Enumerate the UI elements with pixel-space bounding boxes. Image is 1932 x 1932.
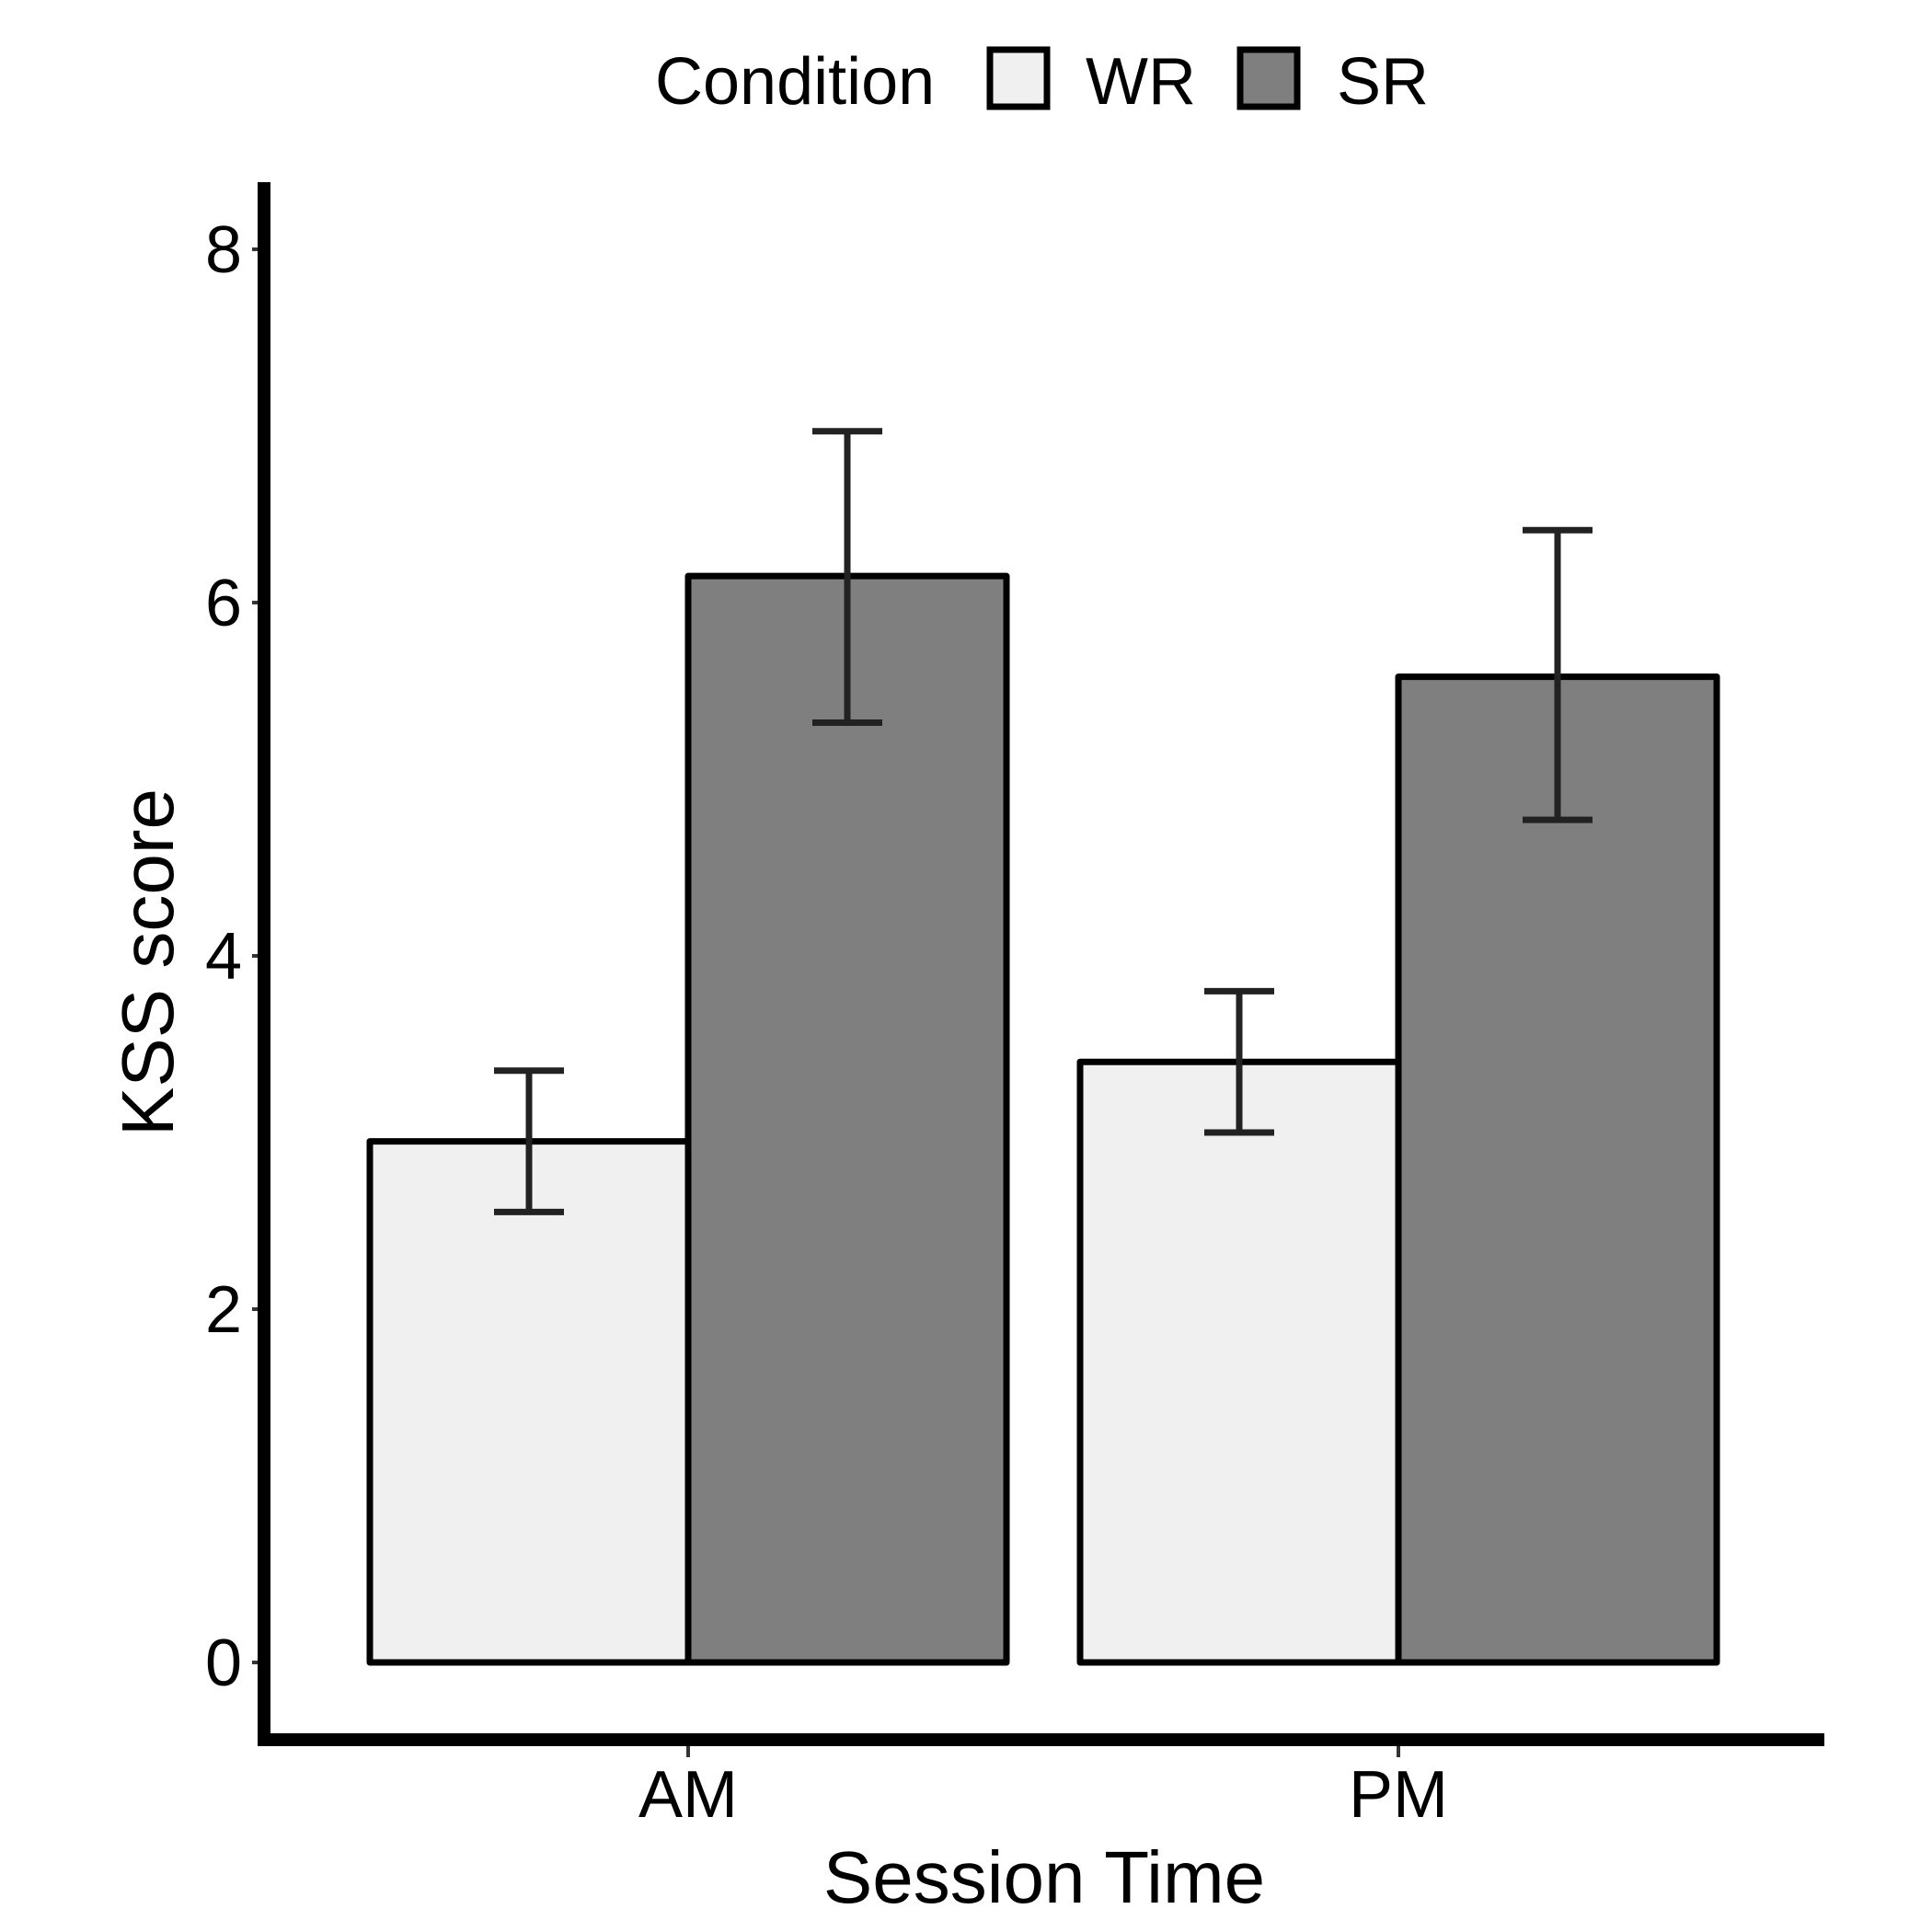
x-axis-ticks: AM PM bbox=[638, 1746, 1448, 1832]
legend-label-sr: SR bbox=[1337, 45, 1429, 119]
x-tick-label: PM bbox=[1349, 1758, 1448, 1832]
y-tick-label: 2 bbox=[205, 1273, 242, 1347]
y-tick-label: 0 bbox=[205, 1627, 242, 1700]
y-tick-label: 8 bbox=[205, 213, 242, 287]
y-axis-title: KSS score bbox=[107, 788, 189, 1136]
error-bar-wr-am bbox=[494, 1067, 564, 1215]
y-axis-ticks: 0 2 4 6 8 bbox=[205, 213, 264, 1700]
bar-wr-pm bbox=[1076, 1058, 1402, 1666]
bar-sr-am bbox=[684, 572, 1010, 1666]
x-tick-label: AM bbox=[638, 1758, 738, 1832]
legend-label-wr: WR bbox=[1086, 45, 1196, 119]
y-tick-label: 4 bbox=[205, 920, 242, 994]
error-bar-wr-pm bbox=[1204, 987, 1274, 1136]
error-bar-sr-pm bbox=[1523, 526, 1593, 823]
bars bbox=[366, 572, 1720, 1666]
legend-title: Condition bbox=[655, 45, 935, 119]
error-bar-sr-am bbox=[812, 428, 882, 727]
bar-wr-am bbox=[366, 1138, 692, 1666]
error-bars bbox=[494, 428, 1593, 1215]
legend-swatch-sr bbox=[1236, 46, 1301, 110]
x-axis-title: Session Time bbox=[823, 1836, 1265, 1918]
legend-swatch-wr bbox=[986, 46, 1051, 110]
y-tick-label: 6 bbox=[205, 567, 242, 640]
legend: Condition WR SR bbox=[655, 45, 1429, 119]
bar-sr-pm bbox=[1395, 673, 1720, 1666]
